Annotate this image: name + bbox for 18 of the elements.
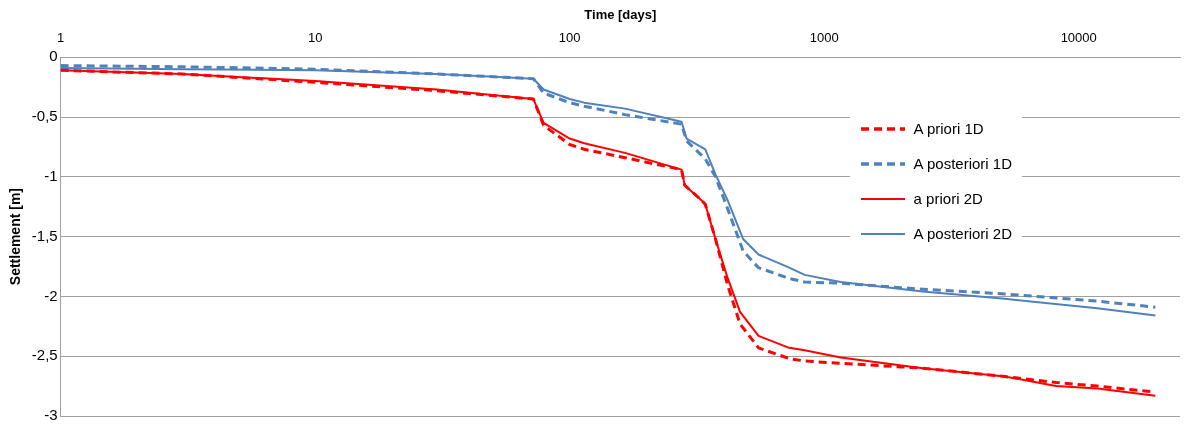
y-axis-title: Settlement [m]: [7, 187, 24, 286]
legend-label: A priori 1D: [913, 120, 984, 137]
x-tick-label: 10: [307, 29, 323, 45]
y-tick-label: -1: [44, 166, 58, 184]
legend-label: A posteriori 1D: [913, 155, 1012, 172]
x-tick-label: 1: [57, 29, 65, 45]
legend-label: A posteriori 2D: [913, 225, 1012, 242]
legend-label: a priori 2D: [913, 190, 983, 207]
x-tick-label: 1000: [809, 29, 839, 45]
x-tick-label: 100: [558, 29, 581, 45]
y-tick-label: -1,5: [31, 226, 58, 244]
y-tick-label: -2: [44, 286, 58, 304]
y-tick-label: -2,5: [31, 346, 58, 364]
y-tick-label: 0: [49, 47, 58, 65]
x-tick-label: 10000: [1060, 29, 1097, 45]
y-tick-label: -3: [44, 406, 58, 424]
y-tick-label: -0,5: [31, 107, 58, 125]
x-axis-title: Time [days]: [584, 7, 657, 23]
